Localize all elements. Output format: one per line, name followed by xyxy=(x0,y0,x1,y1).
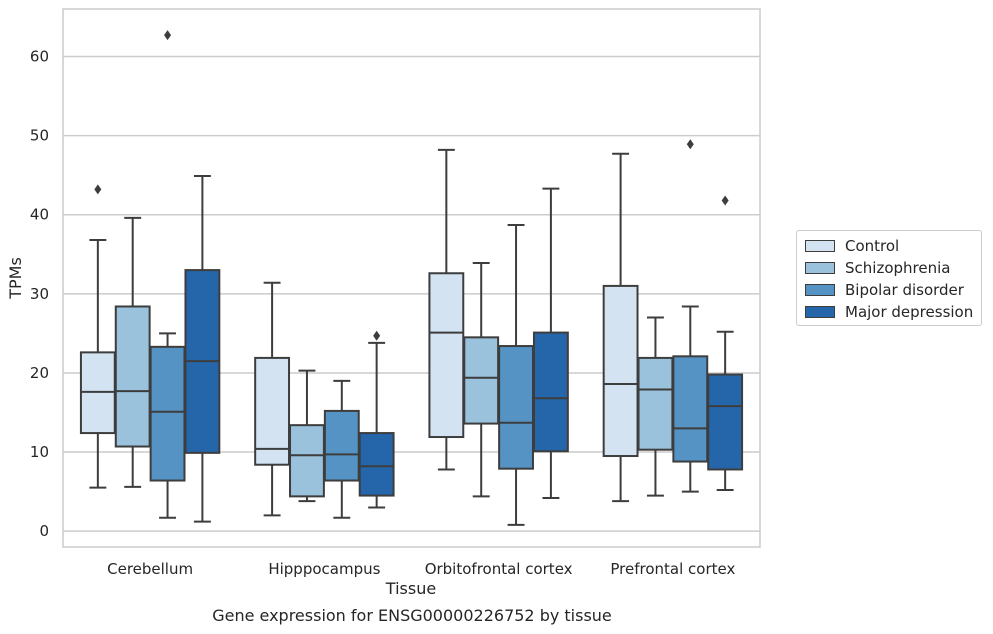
iqr-box-bipolar-disorder-orbitofrontal-cortex xyxy=(498,345,534,470)
box-bipolar-disorder-orbitofrontal-cortex xyxy=(498,223,534,526)
box-control-hipppocampus xyxy=(254,281,291,517)
x-tick-label-hipppocampus: Hipppocampus xyxy=(268,560,380,578)
iqr-box-major-depression-hipppocampus xyxy=(358,432,395,497)
legend-swatch-control xyxy=(805,240,835,252)
outlier-major-depression-prefrontal-cortex-0 xyxy=(721,195,729,206)
box-control-prefrontal-cortex xyxy=(602,152,639,503)
iqr-box-control-orbitofrontal-cortex xyxy=(428,272,465,439)
y-axis-label: TPMs xyxy=(6,257,25,300)
legend-item-schizophrenia: Schizophrenia xyxy=(805,259,950,277)
y-tick-label-0: 0 xyxy=(39,522,49,540)
y-axis-ticks: 0 10 20 30 40 50 60 xyxy=(30,47,49,540)
iqr-box-control-hipppocampus xyxy=(254,356,291,466)
y-tick-label-20: 20 xyxy=(30,364,49,382)
y-tick-label-50: 50 xyxy=(30,127,49,145)
legend-swatch-bipolar-disorder xyxy=(805,284,835,296)
iqr-box-schizophrenia-cerebellum xyxy=(114,305,151,448)
x-tick-label-prefrontal-cortex: Prefrontal cortex xyxy=(610,560,735,578)
box-major-depression-cerebellum xyxy=(184,174,221,523)
box-schizophrenia-hipppocampus xyxy=(289,369,325,503)
legend-swatch-schizophrenia xyxy=(805,262,835,274)
iqr-box-schizophrenia-prefrontal-cortex xyxy=(637,356,674,451)
iqr-box-bipolar-disorder-cerebellum xyxy=(149,345,186,482)
iqr-box-major-depression-orbitofrontal-cortex xyxy=(532,331,569,453)
outlier-major-depression-hipppocampus-0 xyxy=(373,330,381,341)
box-major-depression-prefrontal-cortex xyxy=(707,195,744,492)
iqr-box-schizophrenia-orbitofrontal-cortex xyxy=(463,336,500,425)
legend-item-control: Control xyxy=(805,237,899,255)
box-schizophrenia-cerebellum xyxy=(114,216,151,488)
figure-caption: Gene expression for ENSG00000226752 by t… xyxy=(212,606,612,625)
legend-item-bipolar-disorder: Bipolar disorder xyxy=(805,281,964,299)
legend-swatch-major-depression xyxy=(805,306,835,318)
y-tick-label-30: 30 xyxy=(30,285,49,303)
plot-boxes xyxy=(79,30,744,526)
box-schizophrenia-prefrontal-cortex xyxy=(637,316,674,497)
legend-item-major-depression: Major depression xyxy=(805,303,973,321)
box-bipolar-disorder-prefrontal-cortex xyxy=(672,139,709,493)
box-schizophrenia-orbitofrontal-cortex xyxy=(463,261,500,498)
y-tick-label-40: 40 xyxy=(30,206,49,224)
x-tick-label-cerebellum: Cerebellum xyxy=(107,560,193,578)
outlier-bipolar-disorder-prefrontal-cortex-0 xyxy=(686,139,694,150)
box-bipolar-disorder-hipppocampus xyxy=(323,379,360,519)
box-control-orbitofrontal-cortex xyxy=(428,148,465,471)
box-control-cerebellum xyxy=(79,184,116,489)
y-tick-label-60: 60 xyxy=(30,47,49,65)
iqr-box-control-prefrontal-cortex xyxy=(602,284,639,458)
legend-label-schizophrenia: Schizophrenia xyxy=(845,259,951,277)
iqr-box-bipolar-disorder-prefrontal-cortex xyxy=(672,355,709,463)
box-bipolar-disorder-cerebellum xyxy=(149,30,186,519)
outlier-bipolar-disorder-cerebellum-0 xyxy=(164,30,172,41)
x-tick-label-orbitofrontal-cortex: Orbitofrontal cortex xyxy=(425,560,573,578)
legend-label-major-depression: Major depression xyxy=(845,303,974,321)
outlier-control-cerebellum-0 xyxy=(94,184,102,195)
plot-frame xyxy=(62,8,761,548)
legend-label-bipolar-disorder: Bipolar disorder xyxy=(845,281,964,299)
y-tick-label-10: 10 xyxy=(30,443,49,461)
x-axis-label: Tissue xyxy=(385,579,436,598)
x-axis-ticks: Cerebellum Hipppocampus Orbitofrontal cort… xyxy=(107,560,735,578)
iqr-box-bipolar-disorder-hipppocampus xyxy=(323,409,360,482)
iqr-box-schizophrenia-hipppocampus xyxy=(289,424,325,498)
legend-label-control: Control xyxy=(845,237,900,255)
iqr-box-major-depression-prefrontal-cortex xyxy=(707,373,744,471)
box-major-depression-hipppocampus xyxy=(358,330,395,509)
box-major-depression-orbitofrontal-cortex xyxy=(532,187,569,499)
legend: Control Schizophrenia Bipolar disorder M… xyxy=(796,230,982,326)
